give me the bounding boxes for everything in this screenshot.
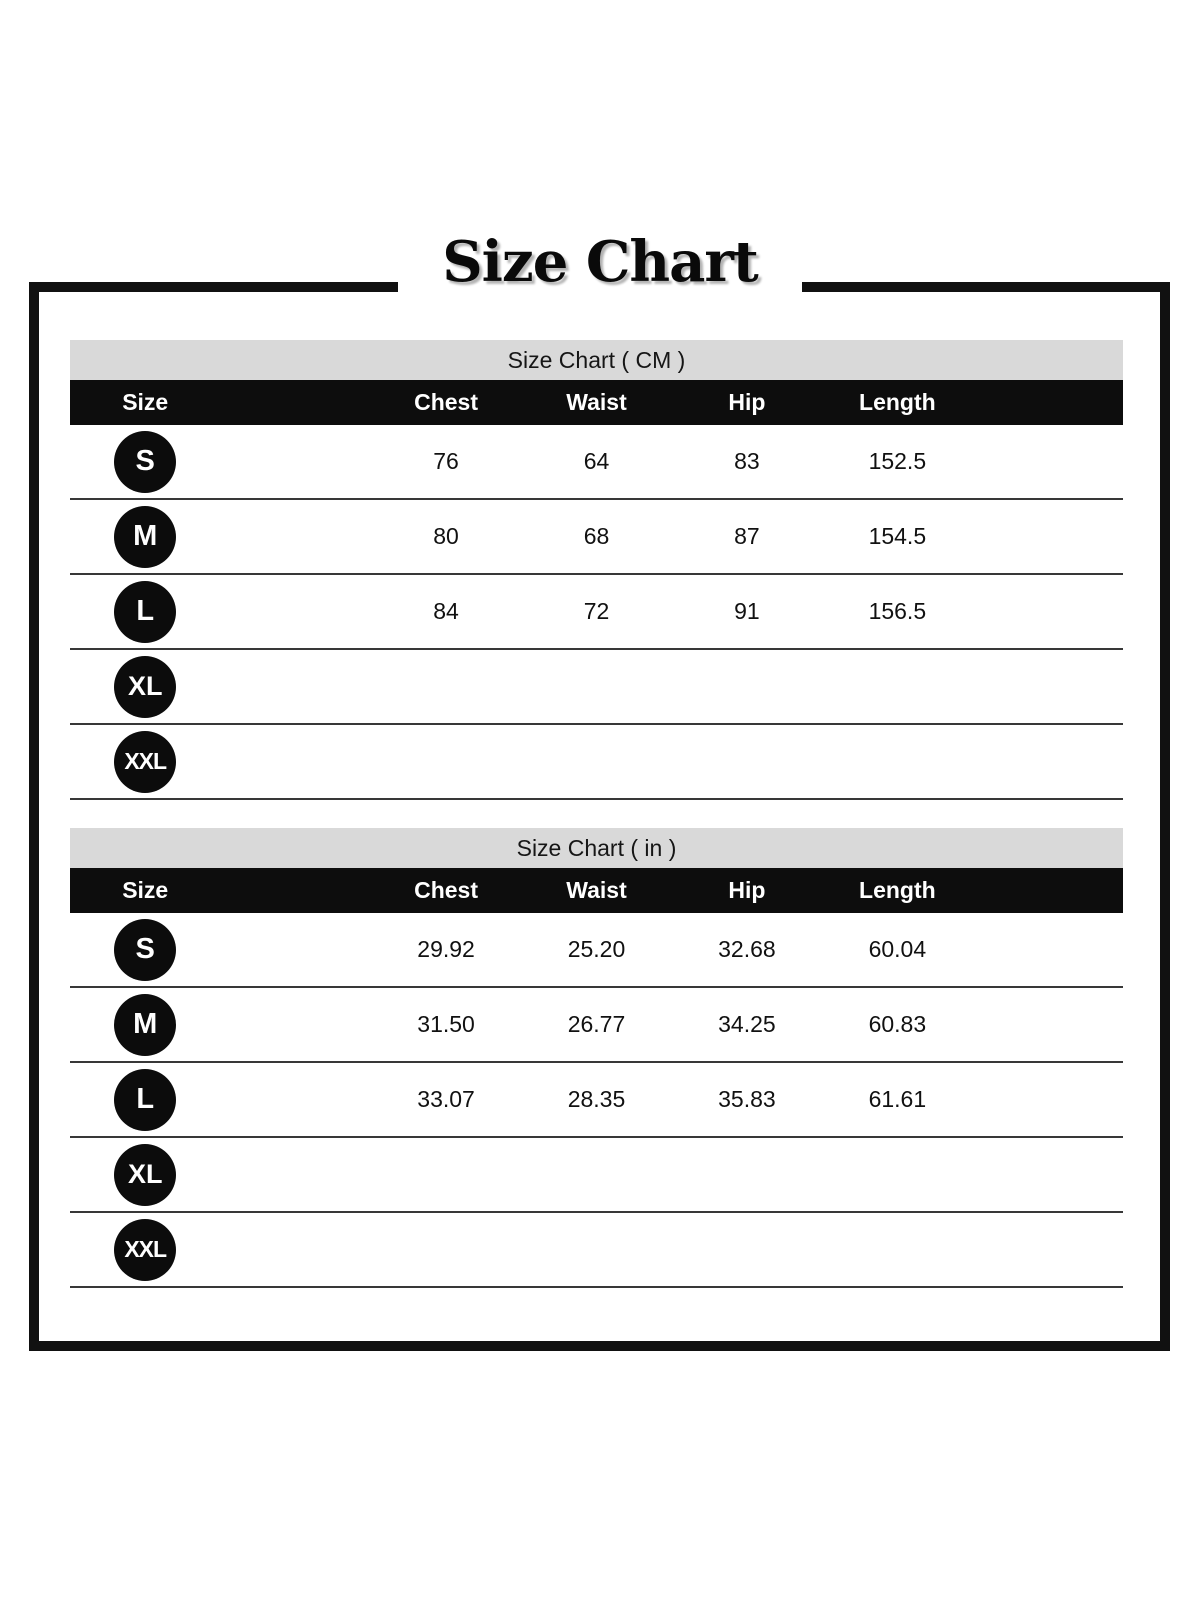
table-row: M 80 68 87 154.5 [70,500,1123,575]
size-badge-l: L [114,1068,177,1131]
hip-value: 35.83 [718,1086,776,1112]
hip-value: 91 [734,598,760,624]
waist-value: 28.35 [567,1086,626,1112]
column-header-size: Size [122,877,169,903]
table-header-row: Size Chest Waist Hip Length [70,868,1123,913]
waist-value: 72 [583,598,610,624]
table-row: XL [70,1138,1123,1213]
waist-value: 26.77 [567,1011,626,1037]
size-badge-xl: XL [114,655,177,718]
size-table-cm: Size Chart ( CM ) Size Chest Waist Hip L… [70,340,1123,800]
size-badge-xl: XL [114,1143,177,1206]
column-header-hip: Hip [728,389,766,415]
length-value: 154.5 [868,523,927,549]
column-header-chest: Chest [414,389,479,415]
size-badge-s: S [114,430,177,493]
length-value: 152.5 [868,448,927,474]
table-row: L 84 72 91 156.5 [70,575,1123,650]
table-caption-in: Size Chart ( in ) [70,828,1123,868]
chest-value: 84 [433,598,459,624]
length-value: 60.83 [868,1011,927,1037]
column-header-chest: Chest [414,877,479,903]
chest-value: 80 [433,523,459,549]
waist-value: 25.20 [567,936,626,962]
hip-value: 32.68 [718,936,776,962]
size-badge-m: M [114,993,177,1056]
length-value: 156.5 [868,598,927,624]
column-header-length: Length [859,877,936,903]
size-badge-l: L [114,580,177,643]
table-caption-cm: Size Chart ( CM ) [70,340,1123,380]
column-header-waist: Waist [566,389,627,415]
title-bar: Size Chart [0,224,1200,300]
size-badge-xxl: XXL [114,1218,177,1281]
hip-value: 87 [734,523,760,549]
table-row: S 76 64 83 152.5 [70,425,1123,500]
length-value: 60.04 [868,936,927,962]
size-badge-xxl: XXL [114,730,177,793]
table-row: L 33.07 28.35 35.83 61.61 [70,1063,1123,1138]
length-value: 61.61 [868,1086,927,1112]
waist-value: 64 [583,448,610,474]
hip-value: 34.25 [718,1011,776,1037]
table-row: XXL [70,1213,1123,1288]
chest-value: 31.50 [417,1011,475,1037]
table-row: M 31.50 26.77 34.25 60.83 [70,988,1123,1063]
chest-value: 29.92 [417,936,475,962]
hip-value: 83 [734,448,760,474]
page-title: Size Chart [398,224,802,300]
table-row: XXL [70,725,1123,800]
content-frame: Size Chart ( CM ) Size Chest Waist Hip L… [29,282,1170,1351]
size-badge-m: M [114,505,177,568]
column-header-length: Length [859,389,936,415]
column-header-size: Size [122,389,169,415]
size-table-in: Size Chart ( in ) Size Chest Waist Hip L… [70,828,1123,1288]
chest-value: 33.07 [417,1086,475,1112]
table-header-row: Size Chest Waist Hip Length [70,380,1123,425]
waist-value: 68 [583,523,610,549]
chest-value: 76 [433,448,459,474]
table-row: S 29.92 25.20 32.68 60.04 [70,913,1123,988]
column-header-waist: Waist [566,877,627,903]
table-row: XL [70,650,1123,725]
column-header-hip: Hip [728,877,766,903]
size-badge-s: S [114,918,177,981]
